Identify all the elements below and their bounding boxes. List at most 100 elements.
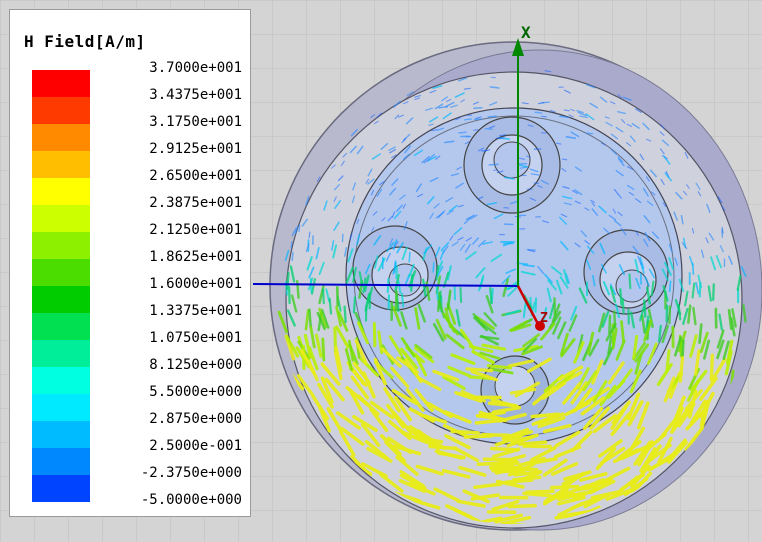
field-vector [423, 159, 430, 164]
field-vector [372, 211, 378, 216]
field-vector [629, 369, 642, 394]
field-vector [365, 178, 370, 184]
field-vector [455, 308, 461, 327]
field-vector [445, 98, 452, 103]
field-vector [592, 274, 596, 287]
field-vector [657, 436, 673, 464]
field-vector [599, 242, 606, 255]
field-vector [450, 353, 476, 365]
field-vector [645, 176, 650, 182]
field-vector [681, 339, 685, 360]
field-vector [549, 484, 580, 490]
field-vector [727, 308, 733, 331]
field-vector [403, 101, 409, 105]
field-legend[interactable]: H Field[A/m] 3.7000e+001 3.4375e+001 3.175… [9, 9, 251, 517]
field-vector [316, 311, 326, 331]
field-vector [356, 145, 364, 155]
field-vector [291, 251, 294, 262]
field-vector [415, 464, 444, 476]
field-vector [635, 108, 642, 113]
field-vector [662, 202, 667, 207]
field-vector [486, 364, 512, 370]
field-vector [410, 273, 414, 292]
field-vector [360, 422, 381, 447]
field-vector [488, 125, 496, 129]
legend-tick-label: 8.1250e+000 [149, 357, 242, 373]
field-vector [394, 114, 400, 120]
field-vector [398, 478, 426, 493]
field-vector [374, 255, 379, 269]
post-right [583, 229, 669, 315]
field-vector [644, 276, 650, 287]
field-vector [400, 311, 408, 330]
field-vector [414, 352, 428, 377]
legend-swatch [32, 313, 90, 340]
field-vector [585, 83, 596, 89]
field-vector [527, 124, 534, 128]
field-vector [615, 169, 624, 177]
field-vector [376, 188, 383, 197]
field-vector [392, 305, 402, 327]
field-vector [659, 148, 665, 155]
field-vector [310, 278, 316, 295]
field-vector [532, 385, 556, 406]
field-vector [682, 307, 689, 325]
field-vector [334, 345, 343, 372]
legend-tick-label: 2.6500e+001 [149, 168, 242, 184]
field-vector [352, 415, 378, 432]
field-vector [399, 194, 406, 200]
field-vector [426, 195, 435, 205]
field-vector [621, 297, 625, 315]
field-vector [590, 199, 596, 203]
field-vector [607, 335, 613, 355]
field-vector [485, 294, 494, 314]
field-vector [459, 286, 463, 304]
field-vector [333, 184, 340, 191]
legend-swatch [32, 124, 90, 151]
field-vector [681, 241, 688, 250]
field-vector [628, 273, 632, 290]
legend-swatch [32, 97, 90, 124]
field-vector [324, 377, 345, 402]
field-vector [392, 444, 422, 456]
field-vector [586, 331, 595, 355]
field-vector [448, 204, 458, 213]
field-vector [517, 163, 528, 168]
field-vector [591, 208, 599, 216]
field-vector [617, 158, 625, 167]
field-vector [583, 492, 611, 509]
field-vector [323, 200, 328, 211]
field-vector [405, 117, 414, 125]
field-vector [358, 271, 364, 288]
field-vector [435, 264, 440, 281]
field-vector [523, 294, 533, 309]
legend-tick-label: 2.9125e+001 [149, 141, 242, 157]
field-vector [563, 109, 570, 112]
field-vector [434, 103, 444, 110]
field-vector [433, 203, 440, 209]
field-vector [401, 246, 408, 261]
field-vector [505, 309, 521, 316]
field-vector [549, 109, 556, 113]
field-vector [649, 169, 657, 178]
field-vector [352, 296, 357, 314]
field-vector [496, 170, 504, 174]
field-vector [370, 189, 375, 196]
field-vector [646, 200, 654, 206]
field-vector [561, 158, 568, 161]
field-vector [574, 166, 583, 172]
field-vector [702, 339, 711, 360]
field-vector [617, 94, 622, 98]
field-vector [322, 288, 325, 305]
field-vector [373, 120, 379, 125]
field-vector [348, 343, 359, 366]
legend-swatch [32, 340, 90, 367]
y-axis-line [252, 283, 519, 287]
field-vector [540, 322, 556, 341]
field-vector [415, 183, 423, 193]
field-vector [495, 479, 525, 489]
field-vector [352, 266, 357, 283]
field-vector [626, 123, 633, 128]
field-vector [615, 126, 624, 133]
